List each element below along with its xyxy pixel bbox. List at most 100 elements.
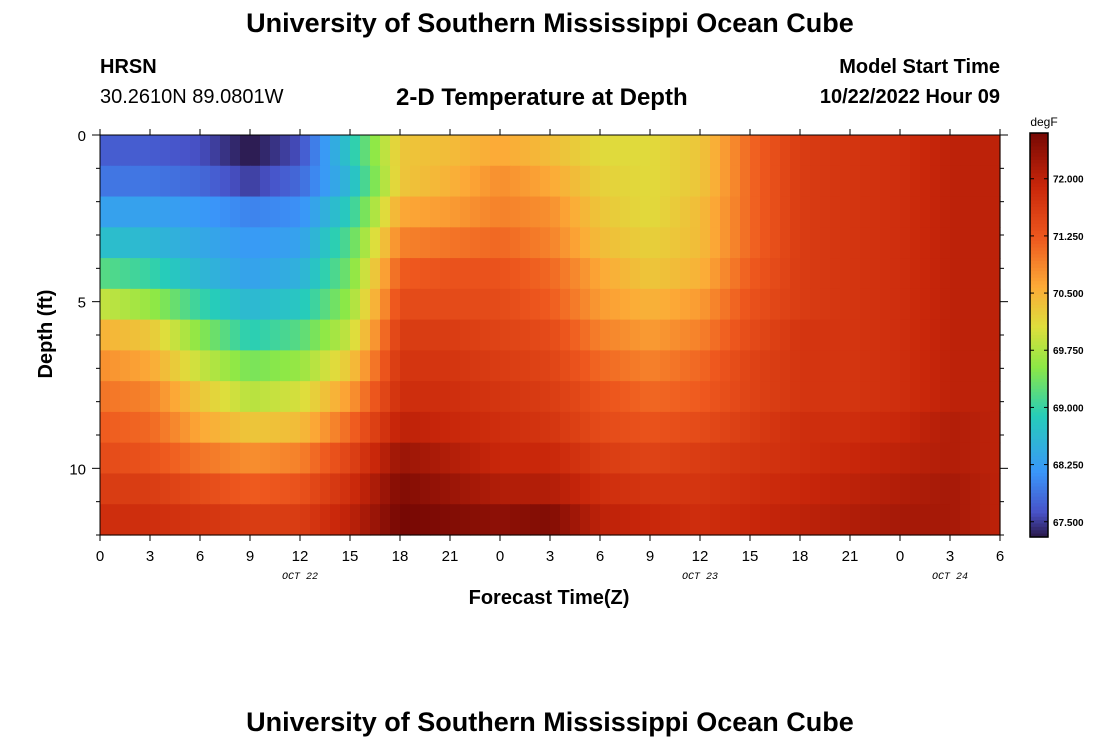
y-tick-label: 0 [78, 128, 86, 145]
heatmap-cell [550, 411, 561, 444]
heatmap-cell [150, 288, 161, 321]
heatmap-cell [710, 288, 721, 321]
heatmap-cell [270, 258, 281, 290]
heatmap-cell [840, 381, 851, 413]
heatmap-cell [820, 381, 831, 413]
heatmap-cell [530, 442, 541, 475]
heatmap-cell [540, 165, 551, 198]
heatmap-cell [860, 442, 871, 475]
heatmap-cell [430, 165, 441, 198]
heatmap-cell [380, 227, 391, 259]
colorbar-segment [1030, 361, 1048, 366]
heatmap-cell [420, 288, 431, 321]
heatmap-cell [470, 319, 481, 351]
heatmap-cell [310, 258, 321, 290]
heatmap-cell [920, 319, 931, 351]
heatmap-cell [550, 350, 561, 382]
colorbar-tick-label: 71.250 [1053, 232, 1084, 243]
heatmap-cell [550, 473, 561, 505]
heatmap-cell [400, 135, 411, 167]
colorbar-segment [1030, 432, 1048, 437]
heatmap-cell [970, 196, 981, 228]
heatmap-cell [330, 350, 341, 382]
heatmap-cell [290, 504, 301, 536]
heatmap-cell [390, 473, 401, 505]
heatmap-cell [770, 165, 781, 198]
heatmap-cell [760, 473, 771, 505]
heatmap-cell [990, 165, 1001, 198]
heatmap-cell [930, 504, 941, 536]
heatmap-cell [700, 196, 711, 228]
heatmap-cell [490, 350, 501, 382]
colorbar-segment [1030, 368, 1048, 373]
heatmap-cell [120, 411, 131, 444]
colorbar-segment [1030, 395, 1048, 400]
heatmap-cell [960, 350, 971, 382]
heatmap-cell [870, 442, 881, 475]
heatmap-cell [470, 135, 481, 167]
heatmap-cell [300, 227, 311, 259]
heatmap-cell [720, 258, 731, 290]
heatmap-cell [680, 411, 691, 444]
heatmap-cell [580, 165, 591, 198]
heatmap-cell [260, 288, 271, 321]
heatmap-cell [800, 135, 811, 167]
heatmap-cell [840, 196, 851, 228]
heatmap-cell [830, 288, 841, 321]
heatmap-cell [160, 319, 171, 351]
heatmap-cell [280, 350, 291, 382]
heatmap-cell [650, 473, 661, 505]
heatmap-cell [580, 288, 591, 321]
heatmap-cell [250, 350, 261, 382]
heatmap-cell [640, 381, 651, 413]
heatmap-cell [130, 227, 141, 259]
heatmap-cell [370, 288, 381, 321]
heatmap-cell [390, 288, 401, 321]
heatmap-cell [580, 319, 591, 351]
heatmap-cell [990, 319, 1001, 351]
heatmap-cell [850, 288, 861, 321]
heatmap-cell [690, 135, 701, 167]
heatmap-cell [720, 319, 731, 351]
heatmap-cell [250, 381, 261, 413]
heatmap-cell [230, 288, 241, 321]
colorbar-segment [1030, 375, 1048, 380]
heatmap-cell [770, 473, 781, 505]
heatmap-cell [660, 258, 671, 290]
heatmap-cell [200, 319, 211, 351]
heatmap-cell [140, 411, 151, 444]
heatmap-cell [920, 196, 931, 228]
heatmap-cell [100, 350, 111, 382]
heatmap-cell [860, 381, 871, 413]
heatmap-cell [660, 473, 671, 505]
heatmap-cell [600, 135, 611, 167]
heatmap-cell [290, 381, 301, 413]
heatmap-cell [360, 411, 371, 444]
heatmap-cell [460, 196, 471, 228]
heatmap-cell [290, 319, 301, 351]
colorbar-segment [1030, 436, 1048, 440]
heatmap-cell [360, 165, 371, 198]
heatmap-cell [400, 288, 411, 321]
heatmap-cell [600, 411, 611, 444]
heatmap-cell [680, 473, 691, 505]
heatmap-cell [870, 288, 881, 321]
heatmap-cell [720, 473, 731, 505]
heatmap-cell [800, 258, 811, 290]
heatmap-cell [750, 442, 761, 475]
heatmap-cell [500, 473, 511, 505]
heatmap-cell [860, 350, 871, 382]
heatmap-cell [400, 442, 411, 475]
heatmap-cell [810, 288, 821, 321]
heatmap-cell [820, 473, 831, 505]
heatmap-cell [490, 504, 501, 536]
heatmap-cell [970, 165, 981, 198]
heatmap-cell [230, 350, 241, 382]
x-tick-label: 3 [546, 548, 554, 565]
heatmap-cell [620, 442, 631, 475]
heatmap-cell [750, 135, 761, 167]
heatmap-cell [630, 196, 641, 228]
heatmap-cell [460, 473, 471, 505]
heatmap-cell [480, 227, 491, 259]
heatmap-cell [420, 381, 431, 413]
